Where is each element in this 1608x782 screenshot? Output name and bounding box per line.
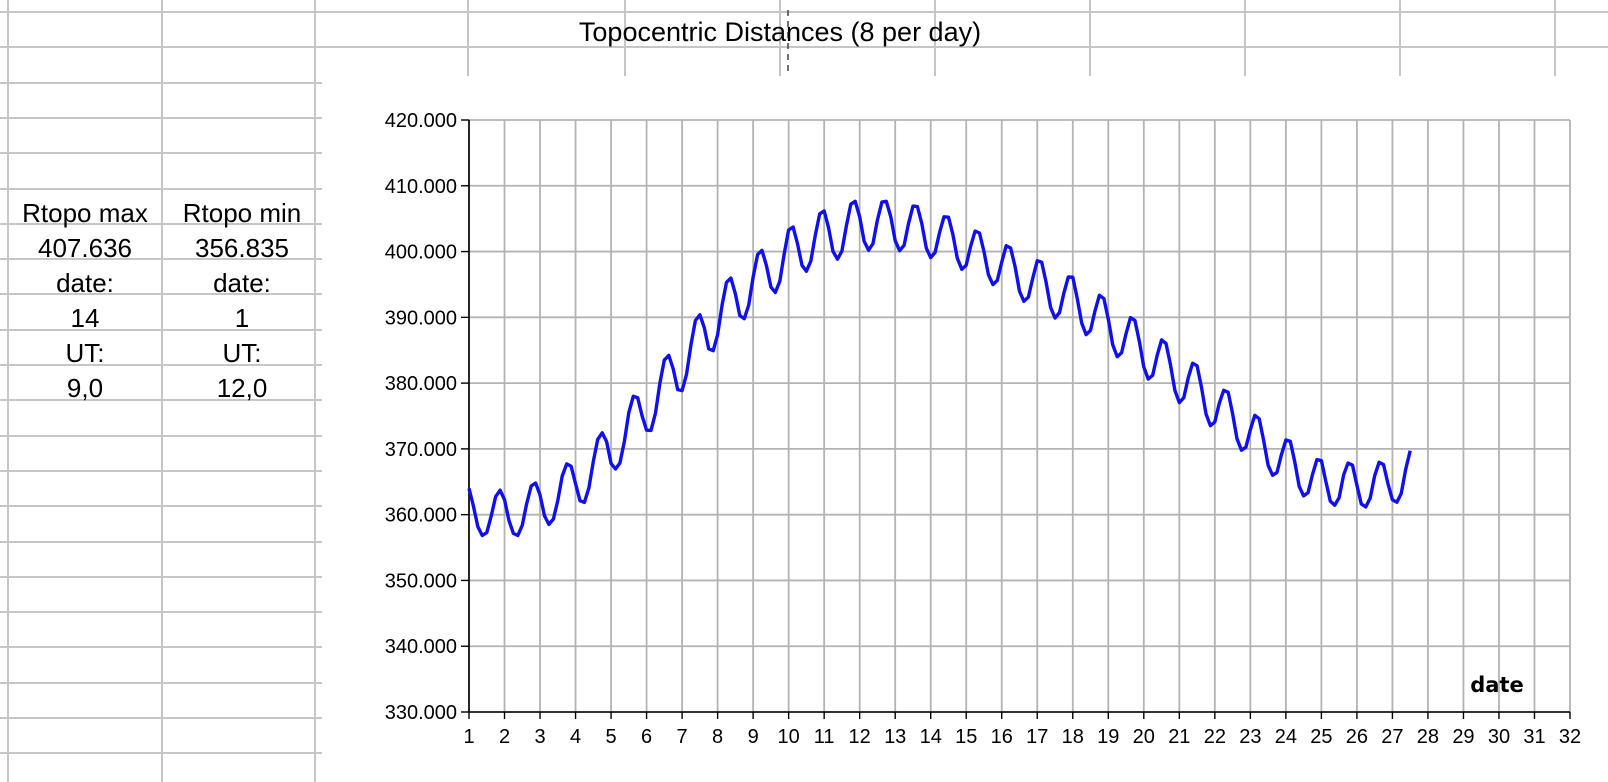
x-tick-label-11: 11	[814, 726, 835, 748]
x-tick-label-27: 27	[1381, 726, 1403, 748]
x-tick-label-16: 16	[991, 726, 1013, 748]
x-tick-label-2: 2	[499, 726, 510, 748]
x-axis-label: date	[1470, 673, 1523, 697]
cell-max-date[interactable]: 14	[70, 303, 100, 333]
x-tick-label-28: 28	[1417, 726, 1439, 748]
x-tick-label-31: 31	[1523, 726, 1545, 748]
cell-rtopo-min-label[interactable]: Rtopo min	[182, 198, 302, 228]
x-tick-label-23: 23	[1239, 726, 1261, 748]
x-tick-label-13: 13	[884, 726, 906, 748]
x-tick-label-20: 20	[1133, 726, 1155, 748]
chart-object[interactable]: 330.000 340.000 350.000 360.000 370.000 380.0…	[330, 78, 1608, 782]
x-tick-label-4: 4	[570, 726, 581, 748]
x-tick-label-9: 9	[748, 726, 759, 748]
y-tick-label-390000: 390.000	[385, 307, 457, 329]
cell-min-date-label[interactable]: date:	[213, 268, 271, 298]
cell-rtopo-min-value[interactable]: 356.835	[195, 233, 289, 263]
x-tick-label-10: 10	[778, 726, 800, 748]
x-tick-label-8: 8	[712, 726, 723, 748]
y-tick-label-370000: 370.000	[385, 439, 457, 461]
chart-svg: 330.000 340.000 350.000 360.000 370.000 380.0…	[385, 110, 1581, 748]
sheet-title: Topocentric Distances (8 per day)	[578, 17, 982, 47]
x-tick-label-25: 25	[1310, 726, 1332, 748]
y-tick-label-410000: 410.000	[385, 176, 457, 198]
x-tick-label-29: 29	[1452, 726, 1474, 748]
y-tick-label-340000: 340.000	[385, 636, 457, 658]
cell-min-ut-label[interactable]: UT:	[222, 338, 262, 368]
cell-max-ut-label[interactable]: UT:	[65, 338, 105, 368]
x-tick-label-12: 12	[849, 726, 871, 748]
x-tick-label-15: 15	[955, 726, 977, 748]
x-tick-label-21: 21	[1168, 726, 1190, 748]
cell-min-date[interactable]: 1	[234, 303, 250, 333]
x-tick-label-5: 5	[606, 726, 617, 748]
y-tick-label-380000: 380.000	[385, 373, 457, 395]
y-tick-label-330000: 330.000	[385, 702, 457, 724]
x-tick-label-19: 19	[1097, 726, 1119, 748]
x-tick-label-3: 3	[534, 726, 545, 748]
x-tick-label-24: 24	[1275, 726, 1297, 748]
x-tick-label-14: 14	[920, 726, 942, 748]
y-tick-label-400000: 400.000	[385, 242, 457, 264]
cell-max-ut[interactable]: 9,0	[66, 373, 104, 403]
cell-min-ut[interactable]: 12,0	[216, 373, 268, 403]
cell-rtopo-max-label[interactable]: Rtopo max	[22, 198, 148, 228]
x-tick-label-6: 6	[641, 726, 652, 748]
x-tick-label-1: 1	[463, 726, 474, 748]
y-tick-label-350000: 350.000	[385, 570, 457, 592]
x-tick-label-26: 26	[1346, 726, 1368, 748]
cell-max-date-label[interactable]: date:	[56, 268, 114, 298]
x-tick-label-7: 7	[677, 726, 688, 748]
x-tick-label-17: 17	[1026, 726, 1048, 748]
y-tick-label-420000: 420.000	[385, 110, 457, 132]
series-line-0	[467, 199, 1412, 538]
x-tick-label-32: 32	[1559, 726, 1581, 748]
x-tick-label-22: 22	[1204, 726, 1226, 748]
y-tick-label-360000: 360.000	[385, 505, 457, 527]
cell-rtopo-max-value[interactable]: 407.636	[38, 233, 132, 263]
x-tick-label-18: 18	[1062, 726, 1084, 748]
x-tick-label-30: 30	[1488, 726, 1510, 748]
